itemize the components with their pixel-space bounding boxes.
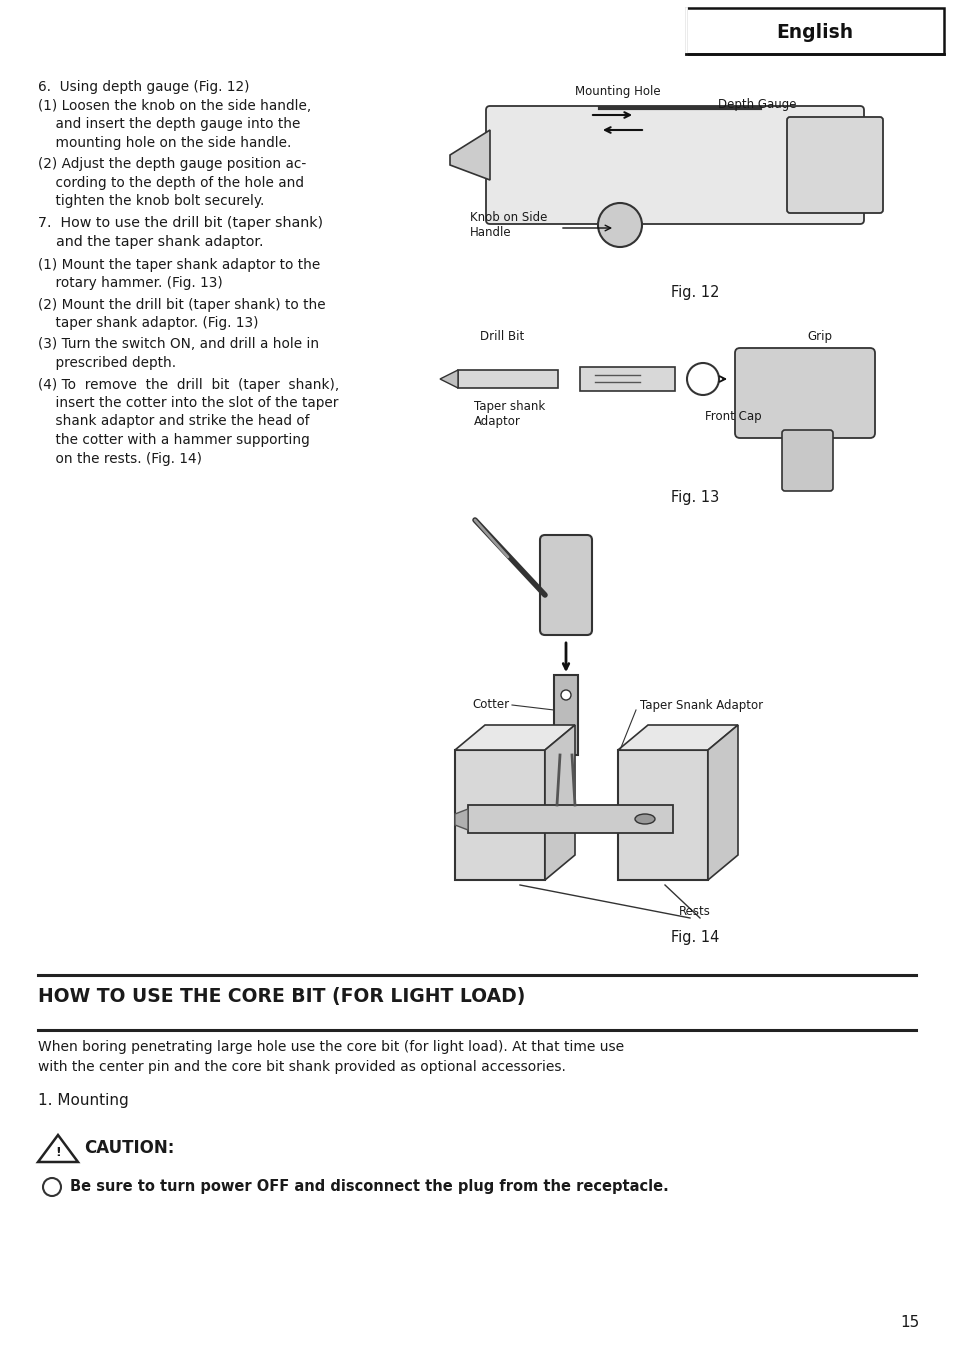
Text: Taper Snank Adaptor: Taper Snank Adaptor xyxy=(639,699,762,711)
Text: Drill Bit: Drill Bit xyxy=(479,330,524,343)
FancyBboxPatch shape xyxy=(734,347,874,438)
Text: Fig. 13: Fig. 13 xyxy=(670,489,719,506)
Text: Taper shank
Adaptor: Taper shank Adaptor xyxy=(474,400,545,429)
Circle shape xyxy=(686,362,719,395)
FancyBboxPatch shape xyxy=(457,370,558,388)
Text: and insert the depth gauge into the: and insert the depth gauge into the xyxy=(38,118,300,131)
FancyBboxPatch shape xyxy=(455,750,544,880)
Text: HOW TO USE THE CORE BIT (FOR LIGHT LOAD): HOW TO USE THE CORE BIT (FOR LIGHT LOAD) xyxy=(38,987,525,1006)
Text: insert the cotter into the slot of the taper: insert the cotter into the slot of the t… xyxy=(38,396,338,410)
Text: !: ! xyxy=(55,1145,61,1159)
Text: (4) To  remove  the  drill  bit  (taper  shank),: (4) To remove the drill bit (taper shank… xyxy=(38,377,339,392)
Text: Depth Gauge: Depth Gauge xyxy=(718,97,796,111)
Text: taper shank adaptor. (Fig. 13): taper shank adaptor. (Fig. 13) xyxy=(38,316,258,330)
Text: Mounting Hole: Mounting Hole xyxy=(575,85,659,97)
Text: Be sure to turn power OFF and disconnect the plug from the receptacle.: Be sure to turn power OFF and disconnect… xyxy=(70,1179,668,1195)
Text: mounting hole on the side handle.: mounting hole on the side handle. xyxy=(38,135,291,150)
FancyBboxPatch shape xyxy=(618,750,707,880)
Text: the cotter with a hammer supporting: the cotter with a hammer supporting xyxy=(38,433,310,448)
Ellipse shape xyxy=(635,814,655,823)
Text: 6.  Using depth gauge (Fig. 12): 6. Using depth gauge (Fig. 12) xyxy=(38,80,250,95)
Polygon shape xyxy=(450,130,490,180)
FancyBboxPatch shape xyxy=(786,118,882,214)
FancyBboxPatch shape xyxy=(485,105,863,224)
Text: 7.  How to use the drill bit (taper shank): 7. How to use the drill bit (taper shank… xyxy=(38,215,323,230)
Text: (2) Mount the drill bit (taper shank) to the: (2) Mount the drill bit (taper shank) to… xyxy=(38,297,325,311)
Text: Fig. 12: Fig. 12 xyxy=(670,285,719,300)
FancyBboxPatch shape xyxy=(781,430,832,491)
Bar xyxy=(685,8,943,54)
Text: Fig. 14: Fig. 14 xyxy=(670,930,719,945)
Text: and the taper shank adaptor.: and the taper shank adaptor. xyxy=(38,235,263,249)
Circle shape xyxy=(598,203,641,247)
Polygon shape xyxy=(455,725,575,750)
Text: CAUTION:: CAUTION: xyxy=(84,1138,174,1157)
Text: (1) Loosen the knob on the side handle,: (1) Loosen the knob on the side handle, xyxy=(38,99,311,112)
Text: on the rests. (Fig. 14): on the rests. (Fig. 14) xyxy=(38,452,202,465)
FancyBboxPatch shape xyxy=(468,804,672,833)
Text: 1. Mounting: 1. Mounting xyxy=(38,1092,129,1109)
Polygon shape xyxy=(618,725,738,750)
Text: English: English xyxy=(776,23,853,42)
Text: Knob on Side
Handle: Knob on Side Handle xyxy=(470,211,547,239)
Text: (3) Turn the switch ON, and drill a hole in: (3) Turn the switch ON, and drill a hole… xyxy=(38,338,319,352)
Polygon shape xyxy=(544,725,575,880)
Text: with the center pin and the core bit shank provided as optional accessories.: with the center pin and the core bit sha… xyxy=(38,1060,565,1073)
Text: prescribed depth.: prescribed depth. xyxy=(38,356,176,370)
Text: tighten the knob bolt securely.: tighten the knob bolt securely. xyxy=(38,193,264,208)
Circle shape xyxy=(560,690,571,700)
FancyBboxPatch shape xyxy=(554,675,578,754)
Text: Cotter: Cotter xyxy=(473,699,510,711)
Text: shank adaptor and strike the head of: shank adaptor and strike the head of xyxy=(38,415,309,429)
Text: When boring penetrating large hole use the core bit (for light load). At that ti: When boring penetrating large hole use t… xyxy=(38,1040,623,1055)
FancyBboxPatch shape xyxy=(539,535,592,635)
Text: (1) Mount the taper shank adaptor to the: (1) Mount the taper shank adaptor to the xyxy=(38,257,320,272)
Polygon shape xyxy=(38,1134,78,1161)
Text: 15: 15 xyxy=(900,1315,919,1330)
FancyBboxPatch shape xyxy=(579,366,675,391)
Text: (2) Adjust the depth gauge position ac-: (2) Adjust the depth gauge position ac- xyxy=(38,157,306,170)
Text: Grip: Grip xyxy=(806,330,832,343)
Text: rotary hammer. (Fig. 13): rotary hammer. (Fig. 13) xyxy=(38,276,222,289)
Text: Front Cap: Front Cap xyxy=(704,410,760,423)
Polygon shape xyxy=(707,725,738,880)
Polygon shape xyxy=(439,370,457,388)
Text: Rests: Rests xyxy=(679,904,710,918)
Circle shape xyxy=(43,1178,61,1197)
Polygon shape xyxy=(455,808,468,830)
Text: cording to the depth of the hole and: cording to the depth of the hole and xyxy=(38,176,304,189)
